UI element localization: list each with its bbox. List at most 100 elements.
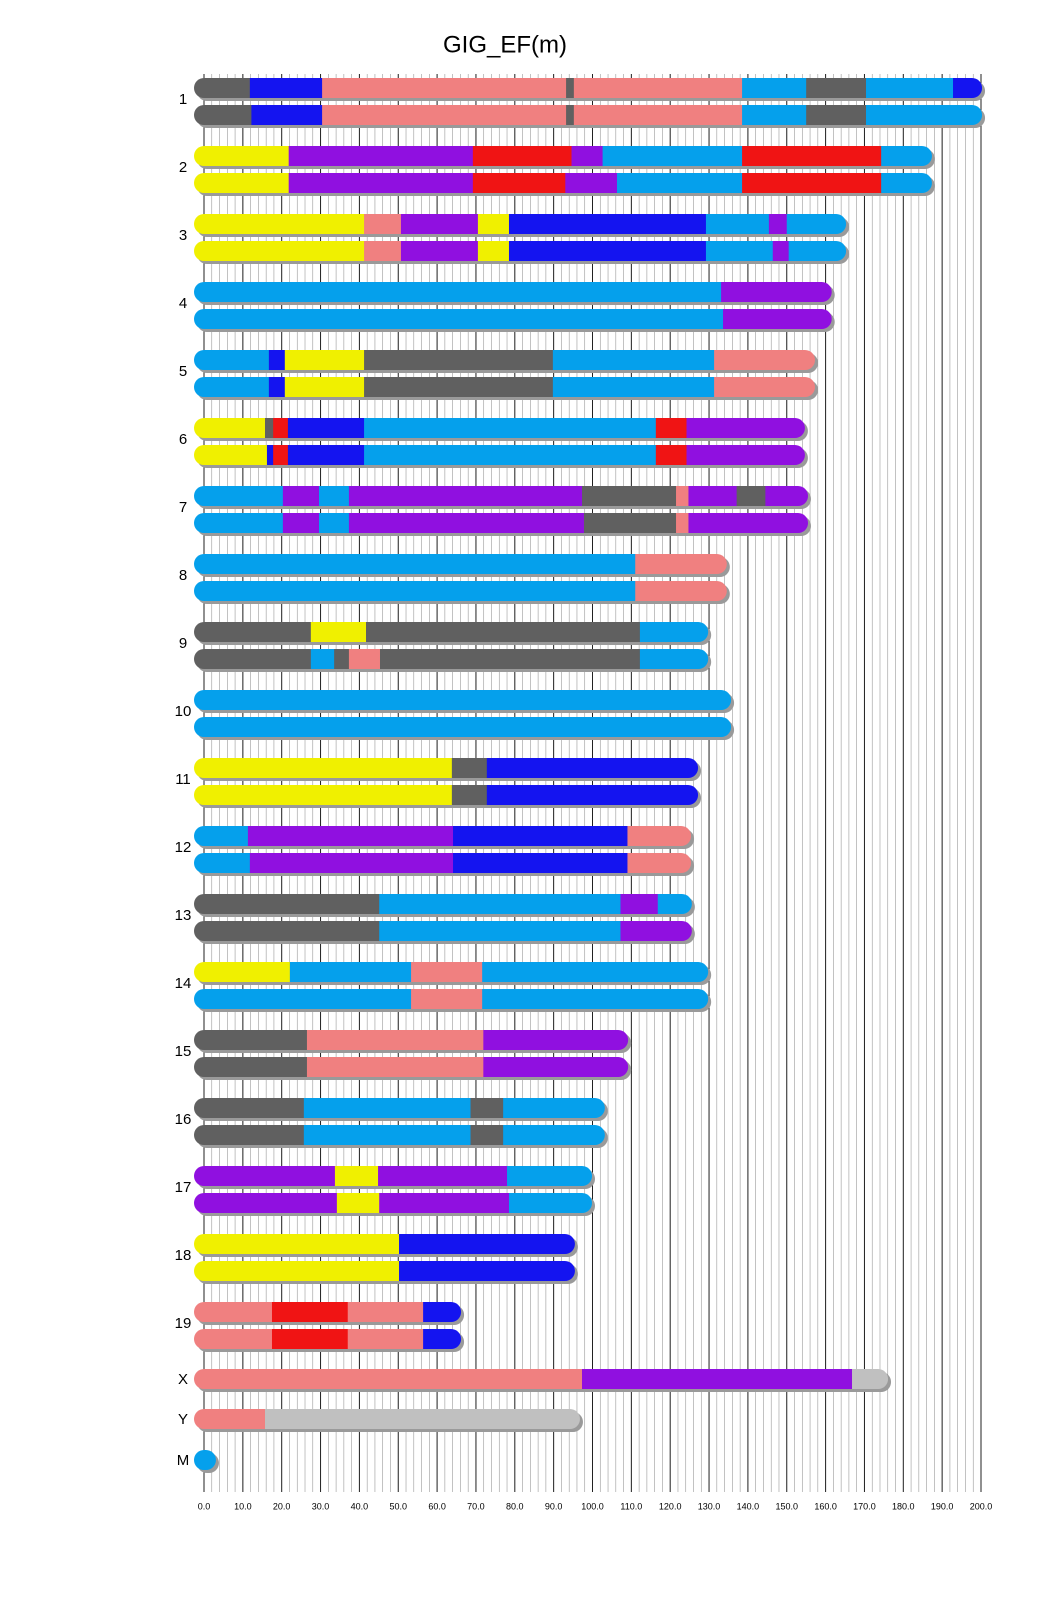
x-tick-label: 60.0 <box>428 1501 446 1511</box>
segment <box>348 513 585 533</box>
segment <box>503 1098 605 1118</box>
segment <box>194 1234 400 1254</box>
segment <box>806 78 867 98</box>
segment <box>303 1098 472 1118</box>
haplotype <box>194 1098 605 1118</box>
chromosome-label: 9 <box>179 635 187 652</box>
segment <box>620 921 692 941</box>
chromosome-label: 7 <box>179 499 187 516</box>
haplotype <box>194 1302 462 1322</box>
haplotype <box>194 554 727 574</box>
segment <box>714 377 816 397</box>
segment <box>364 445 657 465</box>
segment <box>583 513 677 533</box>
haplotype <box>194 1057 629 1077</box>
segment <box>806 105 867 125</box>
segment <box>194 1098 305 1118</box>
segment <box>573 78 743 98</box>
segment <box>194 282 722 302</box>
segment <box>271 1329 349 1349</box>
segment <box>194 1261 400 1281</box>
haplotype <box>194 173 932 193</box>
segment <box>347 1302 424 1322</box>
haplotype <box>194 105 983 125</box>
segment <box>194 1030 308 1050</box>
haplotype <box>194 989 709 1009</box>
segment <box>364 214 402 234</box>
segment <box>705 241 774 261</box>
segment <box>318 513 350 533</box>
segment <box>249 78 323 98</box>
segment <box>953 78 983 98</box>
segment <box>639 622 709 642</box>
segment <box>348 486 583 506</box>
chart-title: GIG_EF(m) <box>443 31 567 58</box>
segment <box>482 989 709 1009</box>
segment <box>194 853 251 873</box>
segment <box>508 241 707 261</box>
segment <box>736 486 766 506</box>
x-tick-label: 50.0 <box>389 1501 407 1511</box>
segment <box>303 1125 472 1145</box>
segment <box>288 146 474 166</box>
x-tick-label: 170.0 <box>853 1501 876 1511</box>
segment <box>287 418 365 438</box>
x-tick-label: 90.0 <box>545 1501 563 1511</box>
x-tick-label: 160.0 <box>814 1501 837 1511</box>
segment <box>318 486 350 506</box>
segment <box>364 418 657 438</box>
segment <box>472 173 566 193</box>
segment <box>881 173 932 193</box>
x-tick-label: 100.0 <box>581 1501 604 1511</box>
haplotype <box>194 785 699 805</box>
segment <box>723 309 832 329</box>
haplotype <box>194 921 692 941</box>
segment <box>423 1302 462 1322</box>
segment <box>364 241 402 261</box>
chromosome-label: 11 <box>175 771 191 788</box>
segment <box>765 486 809 506</box>
x-tick-label: 80.0 <box>506 1501 524 1511</box>
segment <box>322 105 567 125</box>
chromosome-label: 8 <box>179 567 187 584</box>
segment <box>347 1329 424 1349</box>
segment <box>620 894 659 914</box>
haplotype <box>194 282 832 302</box>
segment <box>310 622 367 642</box>
segment <box>194 513 284 533</box>
segment <box>582 1369 853 1389</box>
segment <box>400 241 479 261</box>
segment <box>194 173 290 193</box>
segment <box>268 377 286 397</box>
segment <box>264 418 274 438</box>
segment <box>273 418 289 438</box>
segment <box>768 214 788 234</box>
x-tick-label: 130.0 <box>698 1501 721 1511</box>
segment <box>379 894 621 914</box>
segment <box>866 78 954 98</box>
chromosome-label: 5 <box>179 363 187 380</box>
chromosome-label: 13 <box>175 907 192 924</box>
haplotype <box>194 1409 580 1429</box>
chromosome-label: 17 <box>175 1179 192 1196</box>
haplotype <box>194 1030 629 1050</box>
segment <box>194 377 270 397</box>
segment <box>364 377 554 397</box>
haplotype <box>194 1125 605 1145</box>
segment <box>194 105 252 125</box>
chromosome-label: 19 <box>175 1315 192 1332</box>
segment <box>194 1409 266 1429</box>
segment <box>852 1369 889 1389</box>
chromosome-label: 2 <box>179 159 187 176</box>
segment <box>714 350 816 370</box>
haplotype <box>194 1234 575 1254</box>
segment <box>881 146 932 166</box>
segment <box>627 826 692 846</box>
segment <box>194 1450 216 1470</box>
haplotype <box>194 853 692 873</box>
x-tick-label: 70.0 <box>467 1501 485 1511</box>
segment <box>194 894 380 914</box>
segment <box>508 214 707 234</box>
segment <box>742 146 882 166</box>
x-tick-label: 10.0 <box>234 1501 252 1511</box>
